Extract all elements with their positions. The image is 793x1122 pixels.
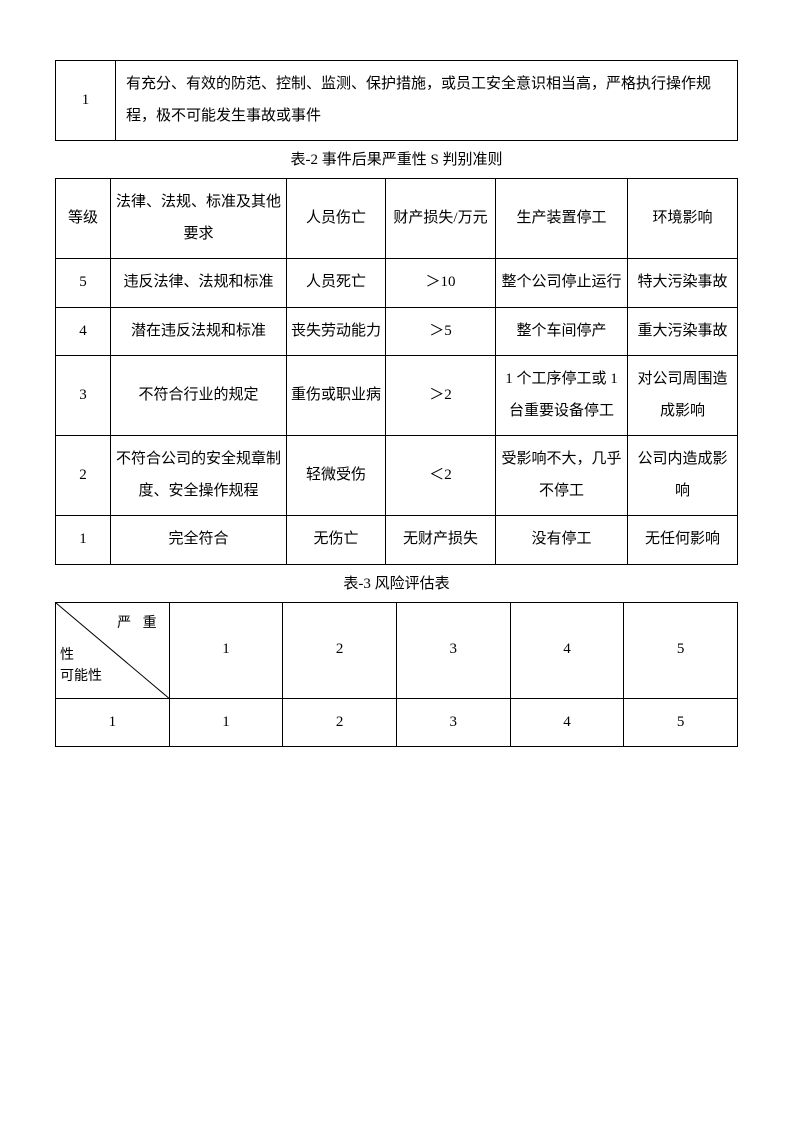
table2-caption: 表-2 事件后果严重性 S 判别准则 — [55, 147, 738, 174]
cell: 人员死亡 — [287, 259, 386, 308]
cell: 无伤亡 — [287, 516, 386, 565]
diagonal-header: 严 重 性 可能性 — [56, 602, 170, 698]
diag-top: 严 重 — [117, 609, 161, 638]
table-risk-matrix: 严 重 性 可能性 1 2 3 4 5 1 1 2 3 4 5 — [55, 602, 738, 748]
col-header: 财产损失/万元 — [386, 179, 496, 259]
table-row: 1 1 2 3 4 5 — [56, 698, 738, 747]
col-header: 生产装置停工 — [496, 179, 628, 259]
cell: 潜在违反法规和标准 — [111, 307, 287, 356]
col-header: 3 — [396, 602, 510, 698]
cell: 1 个工序停工或 1 台重要设备停工 — [496, 356, 628, 436]
desc-cell: 有充分、有效的防范、控制、监测、保护措施，或员工安全意识相当高，严格执行操作规程… — [116, 61, 738, 141]
table-likelihood-fragment: 1 有充分、有效的防范、控制、监测、保护措施，或员工安全意识相当高，严格执行操作… — [55, 60, 738, 141]
cell: 轻微受伤 — [287, 436, 386, 516]
cell: 1 — [56, 516, 111, 565]
cell: 整个公司停止运行 — [496, 259, 628, 308]
cell: 无任何影响 — [628, 516, 738, 565]
cell: 4 — [56, 307, 111, 356]
cell: 1 — [56, 698, 170, 747]
cell: 没有停工 — [496, 516, 628, 565]
cell: 重伤或职业病 — [287, 356, 386, 436]
table-row: 5 违反法律、法规和标准 人员死亡 ＞10 整个公司停止运行 特大污染事故 — [56, 259, 738, 308]
cell: 特大污染事故 — [628, 259, 738, 308]
col-header: 5 — [624, 602, 738, 698]
cell: ＜2 — [386, 436, 496, 516]
cell: 公司内造成影响 — [628, 436, 738, 516]
cell: 完全符合 — [111, 516, 287, 565]
cell: 重大污染事故 — [628, 307, 738, 356]
cell: 3 — [396, 698, 510, 747]
col-header: 4 — [510, 602, 624, 698]
table-header-row: 严 重 性 可能性 1 2 3 4 5 — [56, 602, 738, 698]
cell: 2 — [283, 698, 397, 747]
cell: 丧失劳动能力 — [287, 307, 386, 356]
cell: 1 — [169, 698, 283, 747]
cell: 对公司周围造成影响 — [628, 356, 738, 436]
cell: 4 — [510, 698, 624, 747]
table-severity: 等级 法律、法规、标准及其他要求 人员伤亡 财产损失/万元 生产装置停工 环境影… — [55, 178, 738, 565]
col-header: 2 — [283, 602, 397, 698]
table-row: 3 不符合行业的规定 重伤或职业病 ＞2 1 个工序停工或 1 台重要设备停工 … — [56, 356, 738, 436]
table-row: 4 潜在违反法规和标准 丧失劳动能力 ＞5 整个车间停产 重大污染事故 — [56, 307, 738, 356]
cell: ＞2 — [386, 356, 496, 436]
cell: ＞5 — [386, 307, 496, 356]
level-cell: 1 — [56, 61, 116, 141]
diag-bot: 可能性 — [60, 662, 102, 691]
cell: 不符合公司的安全规章制度、安全操作规程 — [111, 436, 287, 516]
col-header: 等级 — [56, 179, 111, 259]
cell: 5 — [624, 698, 738, 747]
cell: ＞10 — [386, 259, 496, 308]
table-row: 1 完全符合 无伤亡 无财产损失 没有停工 无任何影响 — [56, 516, 738, 565]
col-header: 法律、法规、标准及其他要求 — [111, 179, 287, 259]
col-header: 环境影响 — [628, 179, 738, 259]
cell: 3 — [56, 356, 111, 436]
cell: 违反法律、法规和标准 — [111, 259, 287, 308]
table3-caption: 表-3 风险评估表 — [55, 571, 738, 598]
cell: 整个车间停产 — [496, 307, 628, 356]
table-row: 2 不符合公司的安全规章制度、安全操作规程 轻微受伤 ＜2 受影响不大，几乎不停… — [56, 436, 738, 516]
cell: 不符合行业的规定 — [111, 356, 287, 436]
cell: 2 — [56, 436, 111, 516]
cell: 受影响不大，几乎不停工 — [496, 436, 628, 516]
col-header: 1 — [169, 602, 283, 698]
cell: 5 — [56, 259, 111, 308]
table-header-row: 等级 法律、法规、标准及其他要求 人员伤亡 财产损失/万元 生产装置停工 环境影… — [56, 179, 738, 259]
table-row: 1 有充分、有效的防范、控制、监测、保护措施，或员工安全意识相当高，严格执行操作… — [56, 61, 738, 141]
col-header: 人员伤亡 — [287, 179, 386, 259]
cell: 无财产损失 — [386, 516, 496, 565]
